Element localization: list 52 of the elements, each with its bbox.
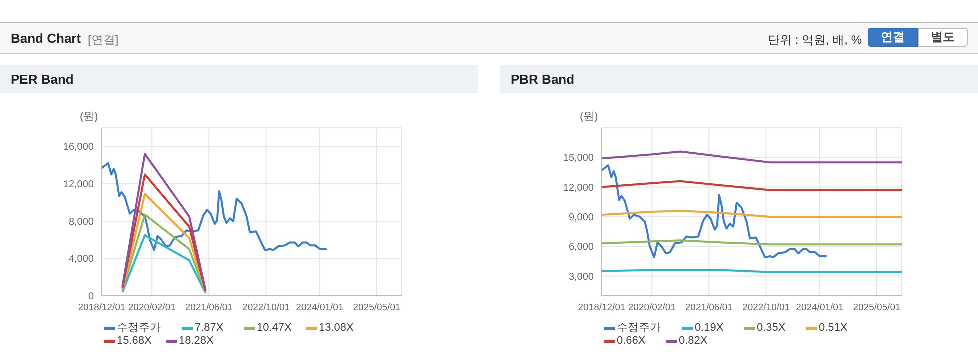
line-series — [102, 162, 328, 252]
y-tick-label: 16,000 — [63, 142, 94, 154]
line-series — [122, 193, 207, 294]
legend-label: 13.08X — [318, 322, 355, 335]
line-series — [122, 214, 207, 294]
legend-label: 수정주가 — [616, 322, 662, 335]
y-tick-label: 12,000 — [563, 182, 594, 194]
legend-label: 0.19X — [694, 322, 725, 335]
legend-label: 10.47X — [256, 322, 293, 335]
x-tick-label: 2021/06/01 — [685, 302, 733, 314]
tab-button: 별도 — [918, 28, 968, 47]
x-tick-label: 2025/05/01 — [353, 302, 401, 314]
y-tick-label: 6,000 — [568, 242, 594, 254]
y-tick-label: 3,000 — [568, 272, 594, 283]
x-tick-label: 2024/01/01 — [796, 302, 844, 314]
y-axis-title: (원) — [80, 110, 98, 124]
legend-label: 0.66X — [616, 335, 647, 348]
y-tick-label: 12,000 — [63, 180, 94, 191]
legend-label: 0.82X — [678, 335, 709, 348]
x-tick-label: 2022/10/01 — [242, 302, 290, 314]
legend-label: 15.68X — [116, 335, 153, 348]
legend-label: 0.51X — [818, 322, 849, 335]
y-tick-label: 4,000 — [68, 254, 94, 266]
x-tick-label: 2024/01/01 — [296, 302, 344, 314]
x-tick-label: 2025/05/01 — [853, 302, 901, 314]
y-tick-label: 8,000 — [68, 216, 94, 228]
line-series — [602, 180, 902, 192]
line-series — [122, 234, 207, 294]
legend-label: 7.87X — [194, 322, 225, 335]
y-tick-label: 9,000 — [568, 212, 594, 224]
legend-label: 18.28X — [178, 335, 215, 348]
x-tick-label: 2020/02/01 — [128, 302, 176, 314]
text: [연결] — [88, 32, 119, 49]
y-tick-label: 15,000 — [563, 153, 594, 164]
x-tick-label: 2020/02/01 — [628, 302, 676, 314]
line-series — [122, 153, 207, 292]
line-series — [602, 150, 902, 164]
tab-button: 연결 — [868, 28, 918, 47]
x-tick-label: 2018/12/01 — [78, 302, 126, 314]
legend-label: 0.35X — [756, 322, 787, 335]
text: 단위 : 억원, 배, % — [768, 32, 862, 49]
y-tick-label: 0 — [88, 292, 94, 303]
legend-label: 수정주가 — [116, 322, 162, 335]
chart-title: PBR Band — [511, 72, 575, 87]
line-series — [122, 174, 207, 292]
x-tick-label: 2022/10/01 — [742, 302, 790, 314]
line-series — [602, 164, 828, 258]
x-tick-label: 2021/06/01 — [185, 302, 233, 314]
y-axis-title: (원) — [580, 110, 598, 124]
x-tick-label: 2018/12/01 — [578, 302, 626, 314]
chart-title: PER Band — [11, 72, 74, 87]
text: Band Chart — [11, 31, 82, 46]
